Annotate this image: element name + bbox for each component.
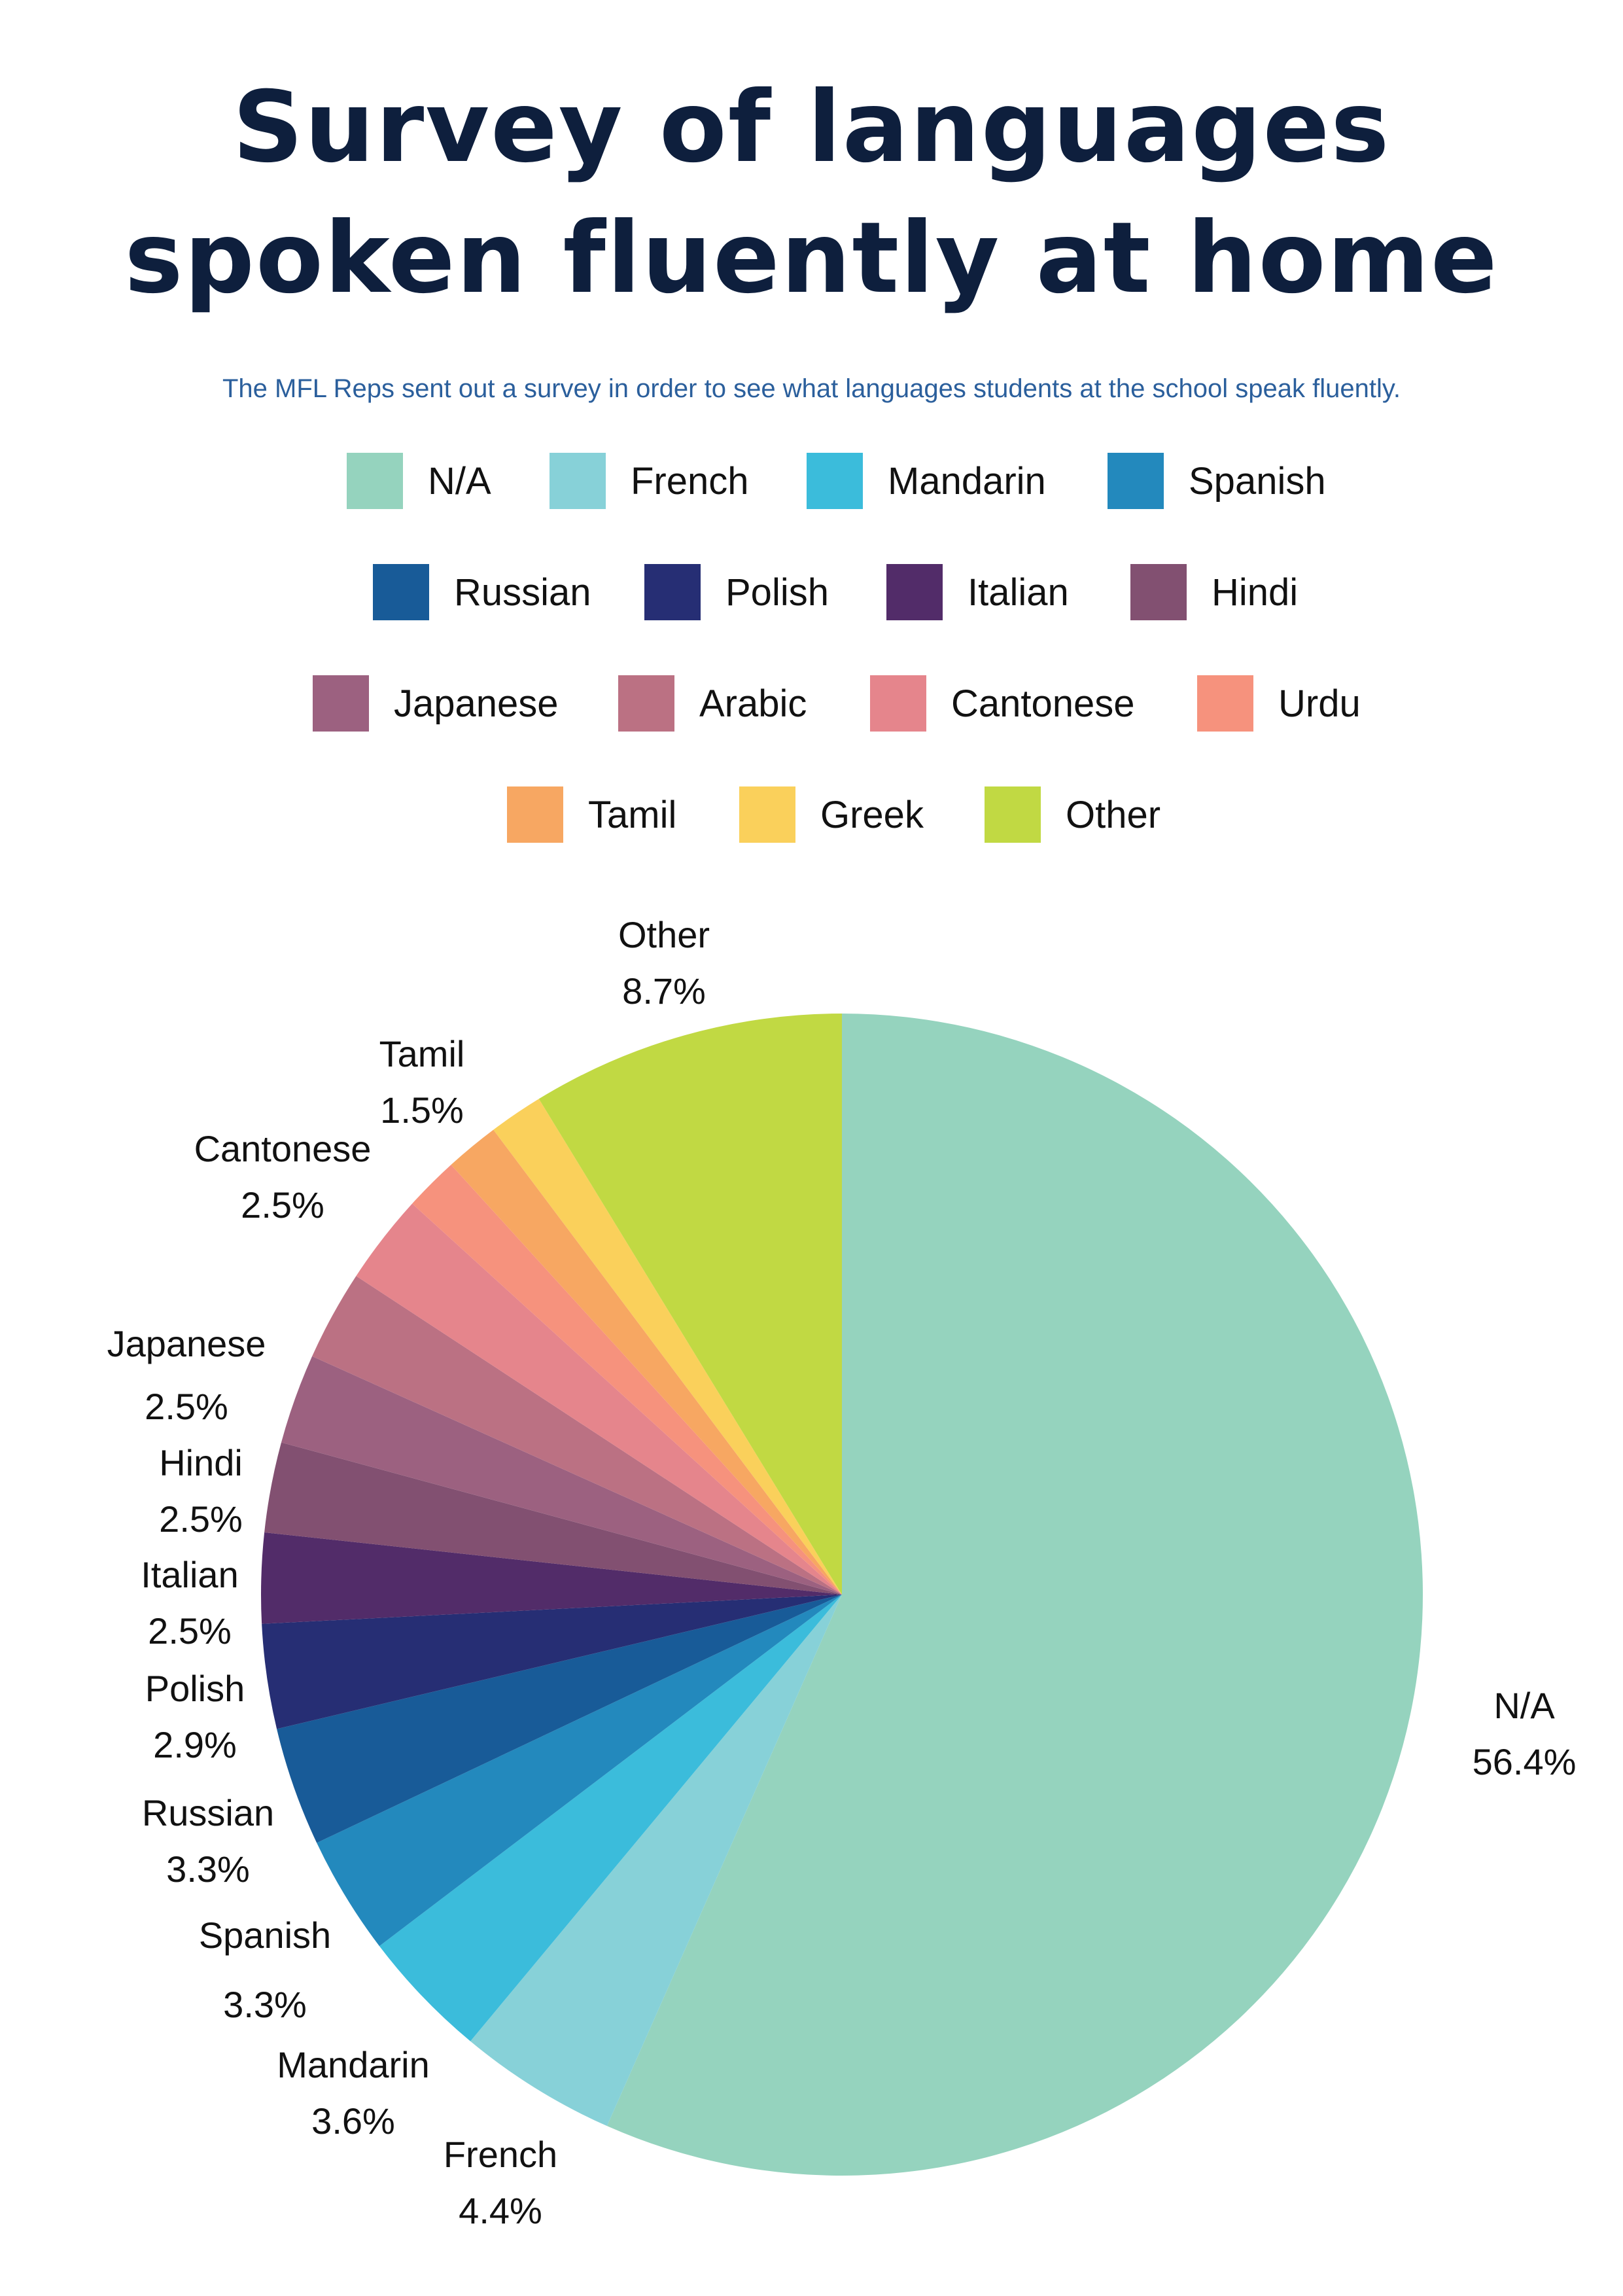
slice-label-japanese: Japanese (107, 1323, 266, 1364)
legend-swatch-greek (739, 786, 795, 843)
legend-item-cantonese: Cantonese (870, 674, 1135, 733)
legend-item-other: Other (985, 785, 1161, 844)
slice-label-mandarin: Mandarin (277, 2044, 429, 2085)
legend-label-polish: Polish (725, 571, 829, 614)
chart-subtitle: The MFL Reps sent out a survey in order … (222, 374, 1401, 403)
legend-label-spanish: Spanish (1189, 459, 1326, 503)
legend-label-n-a: N/A (428, 459, 491, 503)
legend-label-urdu: Urdu (1278, 682, 1361, 725)
chart-title-line-1: Survey of languages (232, 71, 1391, 185)
slice-label-russian: Russian (142, 1792, 274, 1833)
slice-label-italian: Italian (141, 1554, 238, 1595)
chart-legend: N/A French Mandarin Spanish Russian Polish Ita… (0, 0, 1623, 916)
slice-value-russian: 3.3% (166, 1848, 250, 1890)
pie-slice-italian (260, 1532, 842, 1624)
legend-label-arabic: Arabic (699, 682, 807, 725)
legend-label-hindi: Hindi (1212, 571, 1299, 614)
legend-label-french: French (631, 459, 749, 503)
chart-title-line-2: spoken fluently at home (124, 202, 1499, 315)
legend-label-russian: Russian (454, 571, 591, 614)
slice-value-japanese: 2.5% (145, 1386, 228, 1427)
pie-slice-greek (493, 1099, 842, 1595)
slice-label-hindi: Hindi (159, 1442, 243, 1483)
pie-slice-french (470, 1595, 842, 2127)
slice-label-polish: Polish (145, 1668, 245, 1709)
legend-swatch-tamil (507, 786, 563, 843)
legend-label-cantonese: Cantonese (951, 682, 1135, 725)
legend-label-italian: Italian (968, 571, 1069, 614)
legend-swatch-mandarin (807, 453, 863, 509)
pie-slices (260, 1014, 1423, 2176)
slice-label-french: French (444, 2134, 557, 2175)
slice-label-n-a: N/A (1493, 1685, 1555, 1726)
slice-value-tamil: 1.5% (380, 1089, 464, 1131)
slice-value-other: 8.7% (622, 970, 706, 1012)
legend-swatch-russian (373, 564, 429, 620)
slice-label-tamil: Tamil (379, 1033, 465, 1074)
legend-item-japanese: Japanese (313, 674, 559, 733)
pie-slice-hindi (264, 1442, 843, 1595)
legend-item-tamil: Tamil (507, 785, 676, 844)
pie-slice-urdu (412, 1165, 842, 1595)
pie-slice-n-a (606, 1014, 1423, 2176)
pie-slice-mandarin (379, 1595, 842, 2041)
legend-label-tamil: Tamil (588, 793, 677, 836)
slice-label-cantonese: Cantonese (194, 1128, 372, 1169)
legend-item-hindi: Hindi (1130, 563, 1298, 622)
legend-swatch-spanish (1108, 453, 1164, 509)
legend-item-spanish: Spanish (1108, 451, 1326, 510)
legend-swatch-polish (644, 564, 701, 620)
pie-slice-arabic (312, 1276, 842, 1595)
legend-swatch-other (985, 786, 1041, 843)
slice-value-cantonese: 2.5% (241, 1184, 324, 1226)
legend-swatch-cantonese (870, 675, 926, 732)
pie-slice-russian (277, 1595, 843, 1843)
legend-swatch-arabic (618, 675, 674, 732)
slice-value-french: 4.4% (459, 2190, 542, 2231)
slice-value-polish: 2.9% (153, 1724, 237, 1765)
legend-label-greek: Greek (820, 793, 924, 836)
pie-slice-tamil (451, 1129, 842, 1595)
slice-value-italian: 2.5% (148, 1610, 232, 1651)
slice-value-hindi: 2.5% (159, 1498, 243, 1540)
legend-item-n-a: N/A (347, 451, 491, 510)
legend-swatch-n-a (347, 453, 403, 509)
legend-label-mandarin: Mandarin (888, 459, 1046, 503)
legend-label-japanese: Japanese (394, 682, 559, 725)
slice-labels: N/A 56.4% French 4.4% Mandarin 3.6% Spanish 3.3… (107, 914, 1577, 2231)
pie-slice-cantonese (356, 1203, 842, 1595)
slice-value-mandarin: 3.6% (311, 2100, 395, 2142)
slice-value-n-a: 56.4% (1473, 1741, 1577, 1782)
slice-value-spanish: 3.3% (223, 1984, 307, 2025)
pie-slice-other (538, 1014, 842, 1595)
slice-label-spanish: Spanish (199, 1915, 331, 1956)
legend-item-russian: Russian (373, 563, 591, 622)
pie-slice-spanish (317, 1595, 842, 1947)
legend-item-polish: Polish (644, 563, 829, 622)
pie-slice-polish (262, 1595, 842, 1729)
legend-item-greek: Greek (739, 785, 924, 844)
slice-label-other: Other (618, 914, 710, 955)
legend-item-arabic: Arabic (618, 674, 807, 733)
legend-swatch-hindi (1130, 564, 1187, 620)
pie-slice-japanese (281, 1356, 842, 1595)
legend-swatch-japanese (313, 675, 369, 732)
legend-item-mandarin: Mandarin (807, 451, 1046, 510)
legend-item-urdu: Urdu (1197, 674, 1361, 733)
legend-swatch-french (550, 453, 606, 509)
legend-item-italian: Italian (886, 563, 1069, 622)
legend-item-french: French (550, 451, 749, 510)
legend-label-other: Other (1066, 793, 1161, 836)
legend-swatch-italian (886, 564, 943, 620)
legend-swatch-urdu (1197, 675, 1253, 732)
